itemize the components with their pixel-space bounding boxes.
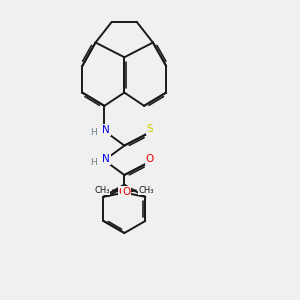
Text: O: O	[146, 154, 154, 164]
Text: O: O	[118, 187, 127, 197]
Text: CH₃: CH₃	[94, 186, 110, 195]
Text: H: H	[90, 158, 97, 167]
Text: S: S	[147, 124, 153, 134]
Text: O: O	[122, 187, 130, 197]
Text: H: H	[90, 128, 97, 137]
Text: N: N	[102, 125, 110, 135]
Text: N: N	[102, 154, 110, 164]
Text: CH₃: CH₃	[139, 186, 154, 195]
